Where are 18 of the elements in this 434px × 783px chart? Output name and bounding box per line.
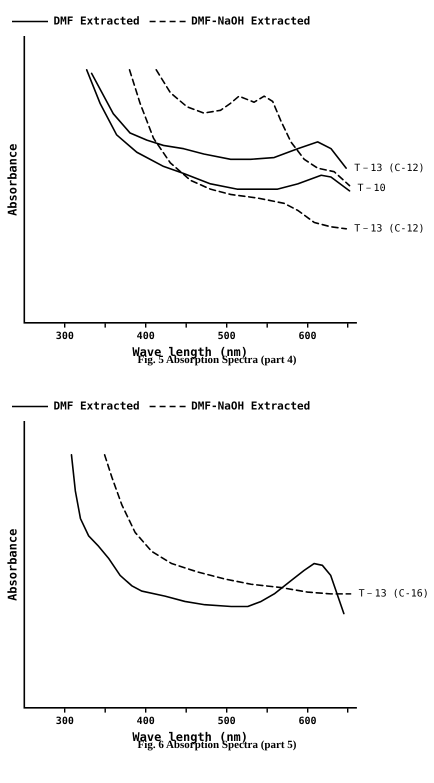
legend-label: DMF-NaOH Extracted: [191, 14, 310, 28]
legend-label: DMF Extracted: [54, 14, 140, 28]
x-tick-label: 600: [298, 716, 317, 728]
x-tick-label: 600: [298, 331, 317, 342]
y-axis-title: Absorbance: [5, 528, 20, 601]
x-tick-label: 400: [136, 716, 155, 728]
x-tick-label: 400: [136, 331, 155, 342]
x-tick-label: 300: [56, 331, 74, 342]
legend-label: DMF-NaOH Extracted: [191, 399, 310, 412]
annotation: T－10: [358, 183, 386, 194]
annotation: T－13 (C-16): [358, 588, 429, 600]
annotation: T－13 (C-12): [354, 223, 425, 234]
x-tick-label: 500: [218, 331, 236, 342]
x-tick-label: 300: [56, 716, 74, 728]
annotation: T－13 (C-12): [354, 162, 425, 174]
legend-label: DMF Extracted: [54, 399, 140, 412]
y-axis-title: Absorbance: [5, 144, 20, 216]
x-tick-label: 500: [218, 716, 236, 728]
